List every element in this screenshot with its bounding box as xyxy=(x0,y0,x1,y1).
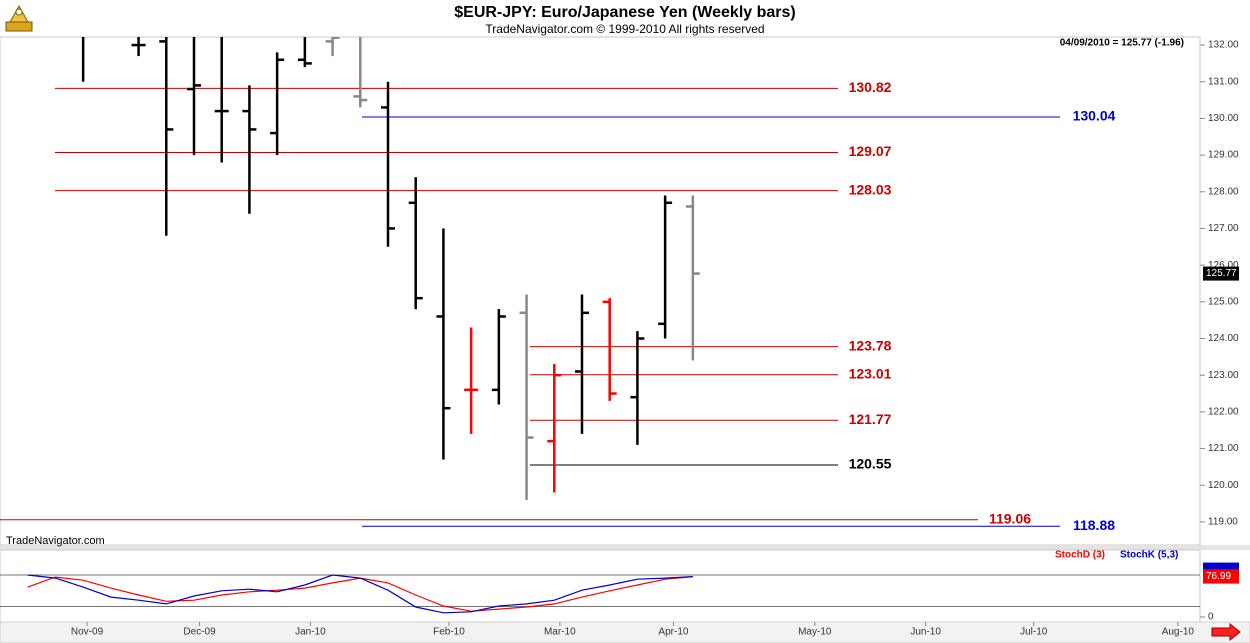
level-label: 130.04 xyxy=(1073,108,1116,124)
y-tick-label: 125.00 xyxy=(1208,296,1239,307)
info-label: 04/09/2010 = 125.77 (-1.96) xyxy=(1060,38,1184,49)
stoch-tick-label: 0 xyxy=(1208,612,1214,623)
stoch-line xyxy=(27,574,693,614)
scroll-arrow xyxy=(1211,622,1241,642)
level-label: 119.06 xyxy=(989,510,1031,526)
y-tick-label: 126.00 xyxy=(1208,260,1239,271)
y-tick-label: 128.00 xyxy=(1208,186,1239,197)
stoch-box xyxy=(1203,569,1239,584)
y-tick-label: 120.00 xyxy=(1208,480,1239,491)
y-tick-label: 123.00 xyxy=(1208,370,1239,381)
level-label: 123.01 xyxy=(849,366,892,382)
y-tick-label: 122.00 xyxy=(1208,406,1239,417)
stoch-box-top xyxy=(1203,562,1239,570)
legend-entry: StochD (3) xyxy=(1055,550,1105,561)
level-label: 128.03 xyxy=(849,181,892,197)
y-tick-label: 121.00 xyxy=(1208,443,1239,454)
y-tick-label: 119.00 xyxy=(1208,517,1238,528)
stoch-pane xyxy=(0,549,1201,623)
y-tick-label: 130.00 xyxy=(1208,113,1239,124)
x-tick-label: Jun-10 xyxy=(910,627,941,638)
bars xyxy=(81,37,700,500)
x-tick-label: Mar-10 xyxy=(544,627,576,638)
last-price-box xyxy=(1203,266,1239,281)
level-label: 123.78 xyxy=(849,337,892,353)
y-tick-label: 131.00 xyxy=(1208,76,1239,87)
x-tick-label: May-10 xyxy=(798,627,832,638)
chart-subtitle: TradeNavigator.com © 1999-2010 All right… xyxy=(485,22,764,36)
x-axis-bar xyxy=(0,621,1250,643)
level-label: 120.55 xyxy=(849,456,892,472)
x-tick-label: Feb-10 xyxy=(433,627,465,638)
chart-title: $EUR-JPY: Euro/Japanese Yen (Weekly bars… xyxy=(454,4,795,21)
y-tick-label: 124.00 xyxy=(1208,333,1239,344)
y-tick-label: 132.00 xyxy=(1208,40,1239,51)
logo xyxy=(5,4,33,32)
last-price-label: 125.77 xyxy=(1206,268,1237,279)
y-tick-label: 127.00 xyxy=(1208,223,1239,234)
level-label: 121.77 xyxy=(849,411,892,427)
stoch-box-label: 76.99 xyxy=(1206,571,1231,582)
level-label: 130.82 xyxy=(849,79,892,95)
y-tick-label: 129.00 xyxy=(1208,150,1239,161)
level-label: 129.07 xyxy=(849,143,892,159)
main-pane xyxy=(0,36,1201,546)
x-tick-label: Apr-10 xyxy=(658,627,688,638)
pane-separator xyxy=(0,545,1250,550)
level-label: 118.88 xyxy=(1073,517,1115,533)
x-tick-label: Jan-10 xyxy=(295,627,326,638)
x-tick-label: Dec-09 xyxy=(183,627,216,638)
legend-entry: StochK (5,3) xyxy=(1120,550,1178,561)
x-tick-label: Jul-10 xyxy=(1020,627,1048,638)
x-tick-label: Nov-09 xyxy=(71,627,104,638)
watermark: TradeNavigator.com xyxy=(6,535,105,547)
x-tick-label: Aug-10 xyxy=(1162,627,1195,638)
